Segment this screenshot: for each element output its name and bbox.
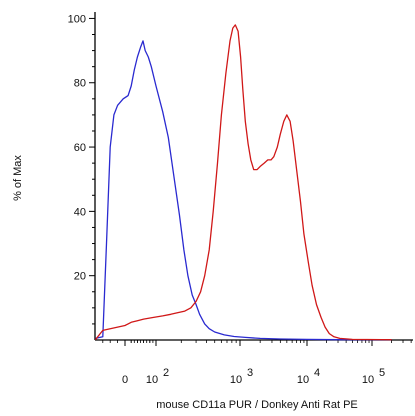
x-ticks: 0 10 2 10 3 10 4 10 5 [102,340,412,386]
y-tick-label: 80 [74,78,86,90]
y-tick-label: 100 [68,13,86,25]
x-tick-label: 10 [362,374,374,386]
x-tick-exponent: 4 [314,367,320,379]
x-tick-label: 0 [122,374,128,386]
x-tick-exponent: 3 [247,367,253,379]
x-tick-label: 10 [230,374,242,386]
x-tick-exponent: 2 [163,367,169,379]
x-tick-label: 10 [297,374,309,386]
x-axis-label: mouse CD11a PUR / Donkey Anti Rat PE [156,399,358,411]
y-tick-label: 20 [74,271,86,283]
y-tick-label: 60 [74,142,86,154]
y-ticks: 20 40 60 80 100 [68,13,95,325]
x-tick-label: 10 [146,374,158,386]
y-axis-label: % of Max [12,155,24,201]
x-tick-exponent: 5 [379,367,385,379]
series-layer [94,24,392,341]
y-tick-label: 40 [74,206,86,218]
series-line-1 [95,40,392,341]
axes [94,12,413,341]
series-line-2 [94,24,392,341]
